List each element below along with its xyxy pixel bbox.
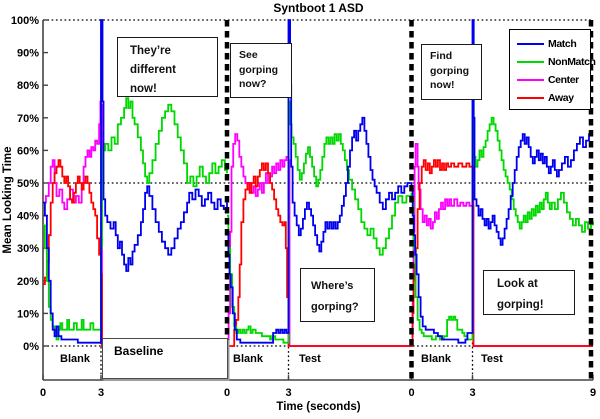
legend-item-away: Away (517, 89, 590, 107)
series-center-panel3 (411, 143, 593, 347)
series-center-panel2 (227, 133, 412, 347)
match-line-swatch (517, 42, 544, 46)
legend: Match NonMatch Center Away (509, 29, 596, 110)
baseline-label: Baseline (114, 344, 164, 358)
annotation-line: gorping? (311, 301, 359, 313)
series-away-panel1 (43, 159, 227, 347)
series-nonmatch-panel2 (227, 100, 413, 344)
series-nonmatch-panel1 (43, 97, 228, 341)
legend-label: Match (548, 38, 577, 50)
annotation-find-gorping: Find gorping now! (421, 44, 482, 100)
legend-item-center: Center (517, 71, 590, 89)
series-match-panel1 (43, 19, 228, 344)
annotation-wheres-gorping: Where’s gorping? (300, 268, 375, 322)
series-away-panel3 (411, 159, 593, 347)
x-tick-label: 0 (40, 387, 46, 399)
y-axis-label: Mean Looking Time (2, 146, 14, 254)
series-away-panel2 (227, 162, 412, 347)
y-tick-label: 0% (23, 341, 39, 353)
annotation-line: gorping (430, 64, 470, 77)
legend-label: NonMatch (548, 56, 596, 68)
phase-label-test-2: Test (299, 353, 321, 365)
y-tick-label: 50% (17, 178, 39, 190)
series-match-panel3 (411, 19, 593, 344)
annotation-line: now? (239, 78, 267, 90)
annotation-line: now! (130, 83, 157, 95)
y-tick-label: 60% (17, 145, 39, 157)
x-tick-label: 0 (224, 387, 230, 399)
annotation-line: gorping (239, 63, 279, 76)
legend-label: Center (548, 74, 579, 86)
x-tick-label: 3 (285, 387, 291, 399)
annotation-theyre-different: They’re different now! (117, 37, 218, 97)
annotation-line: See (239, 49, 258, 61)
y-tick-label: 40% (17, 211, 39, 223)
annotation-line: They’re (130, 45, 171, 57)
series-center-panel1 (43, 100, 227, 347)
annotation-line: Look at (497, 278, 538, 290)
legend-item-nonmatch: NonMatch (517, 53, 596, 71)
series-nonmatch-panel3 (411, 100, 594, 341)
annotation-line: Find (430, 50, 453, 62)
y-tick-label: 100% (11, 15, 39, 27)
x-axis-label: Time (seconds) (276, 401, 361, 413)
y-tick-label: 20% (17, 276, 39, 288)
y-tick-label: 70% (17, 113, 39, 125)
baseline-phase-box: Baseline (102, 338, 228, 379)
x-tick-label: 3 (469, 387, 475, 399)
nonmatch-line-swatch (517, 60, 544, 64)
annotation-line: different (130, 64, 176, 76)
annotation-line: Where’s (311, 280, 354, 292)
chart-title: Syntboot 1 ASD (273, 1, 364, 15)
annotation-look-at-gorping: Look at gorping! (483, 270, 575, 315)
y-tick-label: 80% (17, 80, 39, 92)
x-tick-label: 9 (590, 387, 596, 399)
legend-item-match: Match (517, 35, 590, 53)
phase-label-blank-2: Blank (233, 353, 263, 365)
center-line-swatch (517, 78, 544, 82)
x-tick-label: 3 (98, 387, 104, 399)
series-match-panel2 (227, 19, 413, 344)
annotation-line: gorping! (497, 299, 544, 311)
annotation-line: now! (430, 79, 455, 91)
legend-label: Away (548, 92, 574, 104)
x-tick-label: 0 (408, 387, 414, 399)
annotation-see-gorping: See gorping now? (230, 43, 292, 98)
away-line-swatch (517, 96, 544, 100)
y-tick-label: 10% (17, 308, 39, 320)
y-tick-label: 30% (17, 243, 39, 255)
phase-label-blank-1: Blank (60, 353, 90, 365)
phase-label-test-3: Test (481, 353, 503, 365)
y-tick-label: 90% (17, 48, 39, 60)
phase-label-blank-3: Blank (421, 353, 451, 365)
